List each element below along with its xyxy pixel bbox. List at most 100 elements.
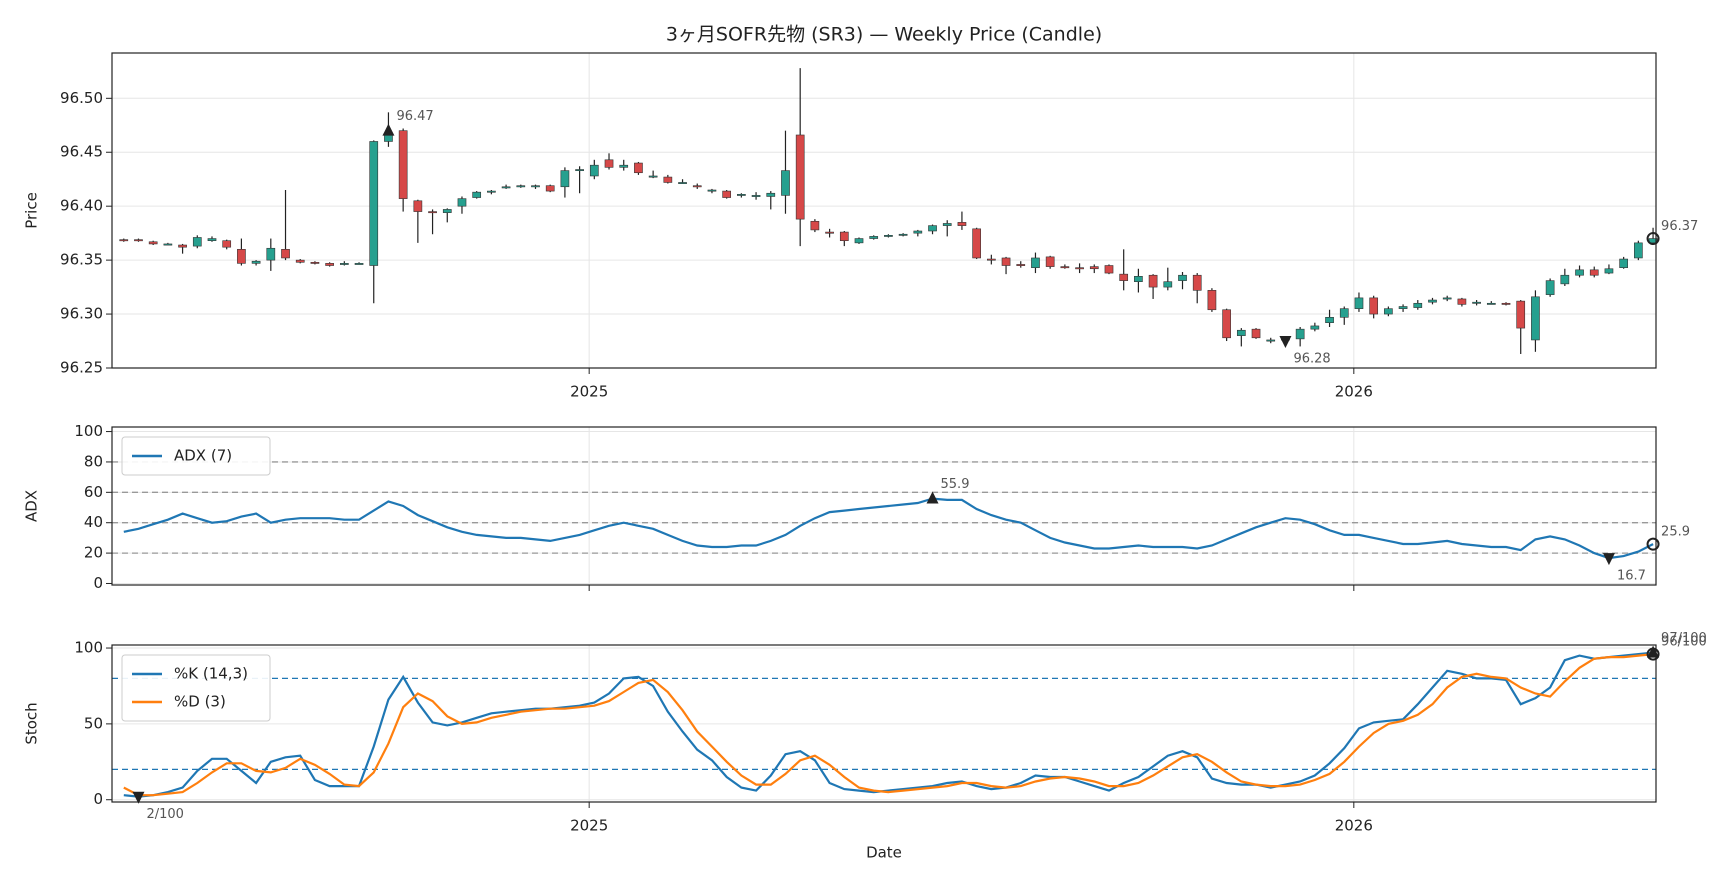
legend-label: ADX (7) [174, 447, 232, 465]
candle-body [1398, 306, 1408, 309]
line-series [123, 497, 1654, 560]
candle-body [839, 231, 849, 242]
candle-body [119, 239, 129, 242]
y-tick-label: 100 [74, 639, 103, 657]
candle-body [810, 220, 820, 231]
candle-body [148, 241, 158, 245]
annotation-label: 55.9 [941, 477, 970, 492]
candle-body [1031, 257, 1040, 268]
candle-body [1134, 276, 1143, 282]
candle-body [1560, 274, 1570, 285]
marker-low [1279, 336, 1292, 349]
candle-body [1104, 265, 1114, 274]
candle-body [589, 164, 599, 177]
candle-body [1148, 274, 1158, 288]
candle-body [1163, 281, 1173, 288]
candle-body [1486, 302, 1496, 305]
candle-body [266, 247, 276, 261]
candle-body [957, 222, 967, 226]
candle-body [619, 164, 629, 168]
annotation-label: 2/100 [146, 807, 183, 822]
candle-body [501, 186, 511, 189]
candle-body [192, 237, 202, 247]
plot-frame [111, 426, 1657, 586]
candle-body [766, 192, 776, 197]
y-tick-label: 96.50 [60, 89, 103, 107]
candle-body [1251, 328, 1261, 339]
candle-body [207, 238, 217, 242]
candle-body [722, 190, 732, 198]
candle-body [369, 141, 379, 266]
candle-body [413, 200, 423, 212]
y-tick-label: 60 [84, 483, 103, 501]
candle-body [884, 235, 893, 237]
candle-body [354, 263, 364, 265]
marker-last [1646, 537, 1660, 551]
candle-body [1236, 329, 1246, 336]
candle-body [1339, 308, 1349, 318]
candle-body [1619, 258, 1628, 268]
candle-body [854, 238, 864, 244]
candle-body [1266, 339, 1276, 342]
candle-body [1045, 256, 1055, 267]
line-series [123, 651, 1654, 798]
candle-body [339, 263, 349, 265]
candle-body [825, 231, 834, 234]
y-axis-label: Price [23, 192, 41, 229]
marker-high [926, 491, 939, 504]
marker-last [1646, 232, 1660, 246]
candle-body [737, 194, 746, 196]
candle-body [178, 244, 187, 248]
candle-body [1575, 269, 1584, 276]
candle-body [1516, 300, 1526, 329]
legend-box [121, 436, 271, 476]
candle-body [707, 189, 717, 192]
candle-body [781, 170, 790, 196]
candle-body [1001, 257, 1011, 266]
legend-box [121, 654, 271, 722]
candle-body [428, 211, 437, 214]
chart-title: 3ヶ月SOFR先物 (SR3) — Weekly Price (Candle) [666, 24, 1102, 46]
candle-body [310, 261, 320, 264]
annotation-label: 96.28 [1293, 352, 1330, 367]
y-tick-label: 96.35 [60, 251, 103, 269]
candle-body [1222, 309, 1231, 339]
candle-body [1472, 301, 1481, 304]
candle-body [281, 249, 290, 259]
legend-label: %D (3) [174, 693, 226, 711]
annotation-label: 96/100 [1661, 635, 1707, 650]
candle-body [987, 258, 996, 261]
candle-body [442, 209, 452, 213]
candle-body [898, 233, 908, 236]
y-tick-label: 0 [93, 790, 103, 808]
candle-body [692, 185, 702, 188]
y-tick-label: 96.45 [60, 143, 103, 161]
candle-body [1457, 298, 1467, 305]
annotation-label: 96.47 [396, 109, 433, 124]
candle-body [545, 185, 555, 192]
plot-frame [111, 52, 1657, 369]
candle-body [648, 175, 658, 178]
candle-body [1295, 328, 1305, 340]
candle-body [751, 195, 761, 197]
candle-body [251, 260, 261, 264]
annotation-label: 97/100 [1661, 631, 1707, 646]
y-tick-label: 96.40 [60, 197, 103, 215]
candle-body [928, 225, 937, 232]
candle-body [1310, 325, 1320, 330]
candle-body [1060, 266, 1070, 269]
candle-body [1501, 302, 1511, 305]
candle-body [678, 182, 687, 184]
candle-body [1089, 266, 1099, 270]
x-tick-label: 2026 [1335, 383, 1373, 401]
x-axis-label: Date [866, 844, 902, 862]
y-tick-label: 0 [93, 574, 103, 592]
candle-body [531, 185, 540, 188]
candle-body [1119, 273, 1129, 281]
y-tick-label: 20 [84, 544, 103, 562]
candle-body [604, 159, 614, 168]
candle-body [972, 228, 981, 259]
plot-frame [111, 644, 1657, 803]
candle-body [1325, 316, 1334, 323]
